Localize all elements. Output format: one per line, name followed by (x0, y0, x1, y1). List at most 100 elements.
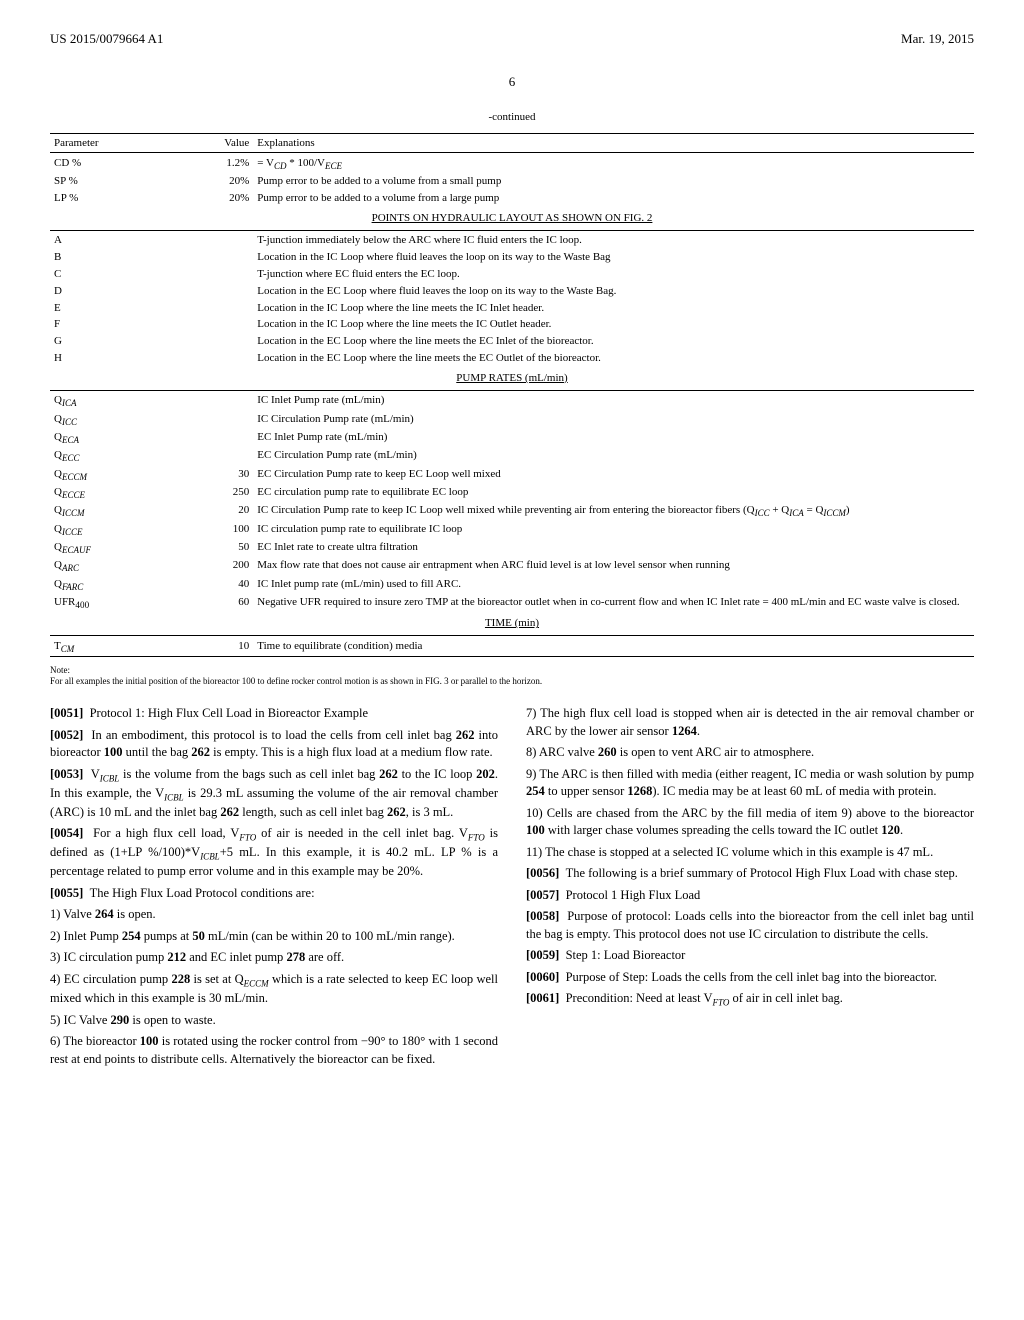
table-row: QICCIC Circulation Pump rate (mL/min) (50, 411, 974, 429)
cell-explanation: EC circulation pump rate to equilibrate … (253, 484, 974, 502)
para-number: [0053] (50, 767, 83, 781)
table-row: LP %20%Pump error to be added to a volum… (50, 190, 974, 207)
cell-explanation: Pump error to be added to a volume from … (253, 190, 974, 207)
body-columns: [0051] Protocol 1: High Flux Cell Load i… (50, 705, 974, 1072)
note-text: For all examples the initial position of… (50, 676, 542, 686)
patent-date: Mar. 19, 2015 (901, 30, 974, 48)
cell-explanation: EC Inlet rate to create ultra filtration (253, 539, 974, 557)
table-row: E Location in the IC Loop where the line … (50, 300, 974, 317)
paragraph: [0059] Step 1: Load Bioreactor (526, 947, 974, 965)
cell-value: 20% (179, 173, 253, 190)
cell-value: 40 (179, 576, 253, 594)
cell-value (179, 300, 253, 317)
table-row: HLocation in the EC Loop where the line … (50, 350, 974, 367)
cell-value: 200 (179, 557, 253, 575)
paragraph: 1) Valve 264 is open. (50, 906, 498, 924)
cell-param: QARC (50, 557, 179, 575)
cell-param: QECAUF (50, 539, 179, 557)
table-row: CD %1.2%= VCD * 100/VECE (50, 155, 974, 173)
table-row: QECA EC Inlet Pump rate (mL/min) (50, 429, 974, 447)
cell-param: A (50, 232, 179, 249)
cell-param: B (50, 249, 179, 266)
cell-value (179, 429, 253, 447)
paragraph: [0060] Purpose of Step: Loads the cells … (526, 969, 974, 987)
cell-value (179, 232, 253, 249)
table-row: QICAIC Inlet Pump rate (mL/min) (50, 392, 974, 410)
paragraph: [0061] Precondition: Need at least VFTO … (526, 990, 974, 1009)
table-row: SP %20%Pump error to be added to a volum… (50, 173, 974, 190)
cell-param: QICA (50, 392, 179, 410)
cell-param: E (50, 300, 179, 317)
para-number: [0057] (526, 888, 559, 902)
cell-explanation: = VCD * 100/VECE (253, 155, 974, 173)
cell-value: 20 (179, 502, 253, 520)
cell-param: QECC (50, 447, 179, 465)
table-row: TCM10Time to equilibrate (condition) med… (50, 638, 974, 657)
cell-value (179, 249, 253, 266)
cell-value: 30 (179, 466, 253, 484)
cell-explanation: IC Circulation Pump rate to keep IC Loop… (253, 502, 974, 520)
cell-param: QICCE (50, 521, 179, 539)
cell-value (179, 447, 253, 465)
paragraph: [0052] In an embodiment, this protocol i… (50, 727, 498, 762)
paragraph: [0051] Protocol 1: High Flux Cell Load i… (50, 705, 498, 723)
table-row: QFARC40IC Inlet pump rate (mL/min) used … (50, 576, 974, 594)
para-number: [0059] (526, 948, 559, 962)
table-row: A T-junction immediately below the ARC wh… (50, 232, 974, 249)
paragraph: 6) The bioreactor 100 is rotated using t… (50, 1033, 498, 1068)
cell-value: 100 (179, 521, 253, 539)
cell-explanation: Negative UFR required to insure zero TMP… (253, 594, 974, 613)
table-row: QECAUF50EC Inlet rate to create ultra fi… (50, 539, 974, 557)
cell-param: TCM (50, 638, 179, 657)
patent-number: US 2015/0079664 A1 (50, 30, 163, 48)
col-header-parameter: Parameter (50, 135, 179, 152)
table-row: F Location in the IC Loop where the line … (50, 316, 974, 333)
cell-explanation: Location in the IC Loop where the line m… (253, 316, 974, 333)
cell-explanation: Time to equilibrate (condition) media (253, 638, 974, 657)
cell-explanation: Location in the EC Loop where fluid leav… (253, 283, 974, 300)
page-number: 6 (50, 73, 974, 91)
cell-param: QICC (50, 411, 179, 429)
cell-param: QECA (50, 429, 179, 447)
table-row: QECCEC Circulation Pump rate (mL/min) (50, 447, 974, 465)
paragraph: [0053] VICBL is the volume from the bags… (50, 766, 498, 822)
cell-param: CD % (50, 155, 179, 173)
cell-value: 60 (179, 594, 253, 613)
cell-param: LP % (50, 190, 179, 207)
right-column: 7) The high flux cell load is stopped wh… (526, 705, 974, 1072)
cell-value: 1.2% (179, 155, 253, 173)
cell-param: QFARC (50, 576, 179, 594)
cell-explanation: Max flow rate that does not cause air en… (253, 557, 974, 575)
table-row: C T-junction where EC fluid enters the EC… (50, 266, 974, 283)
paragraph: 9) The ARC is then filled with media (ei… (526, 766, 974, 801)
parameters-table: Parameter Value Explanations CD %1.2%= V… (50, 133, 974, 659)
cell-value: 20% (179, 190, 253, 207)
cell-param: C (50, 266, 179, 283)
paragraph: 2) Inlet Pump 254 pumps at 50 mL/min (ca… (50, 928, 498, 946)
col-header-value: Value (179, 135, 253, 152)
paragraph: 7) The high flux cell load is stopped wh… (526, 705, 974, 740)
cell-value: 10 (179, 638, 253, 657)
cell-param: F (50, 316, 179, 333)
table-note: Note: For all examples the initial posit… (50, 665, 974, 688)
cell-param: UFR400 (50, 594, 179, 613)
cell-value (179, 316, 253, 333)
cell-explanation: EC Inlet Pump rate (mL/min) (253, 429, 974, 447)
paragraph: 8) ARC valve 260 is open to vent ARC air… (526, 744, 974, 762)
cell-explanation: T-junction where EC fluid enters the EC … (253, 266, 974, 283)
cell-explanation: T-junction immediately below the ARC whe… (253, 232, 974, 249)
paragraph: [0054] For a high flux cell load, VFTO o… (50, 825, 498, 881)
para-number: [0051] (50, 706, 83, 720)
table-row: D Location in the EC Loop where fluid lea… (50, 283, 974, 300)
section-title-points: POINTS ON HYDRAULIC LAYOUT AS SHOWN ON F… (50, 207, 974, 230)
cell-value (179, 283, 253, 300)
cell-param: SP % (50, 173, 179, 190)
table-row: QECCE250EC circulation pump rate to equi… (50, 484, 974, 502)
note-label: Note: (50, 665, 70, 675)
table-header-row: Parameter Value Explanations (50, 135, 974, 152)
cell-explanation: Location in the IC Loop where the line m… (253, 300, 974, 317)
cell-param: D (50, 283, 179, 300)
cell-explanation: IC circulation pump rate to equilibrate … (253, 521, 974, 539)
table-row: QECCM30EC Circulation Pump rate to keep … (50, 466, 974, 484)
cell-param: QECCE (50, 484, 179, 502)
